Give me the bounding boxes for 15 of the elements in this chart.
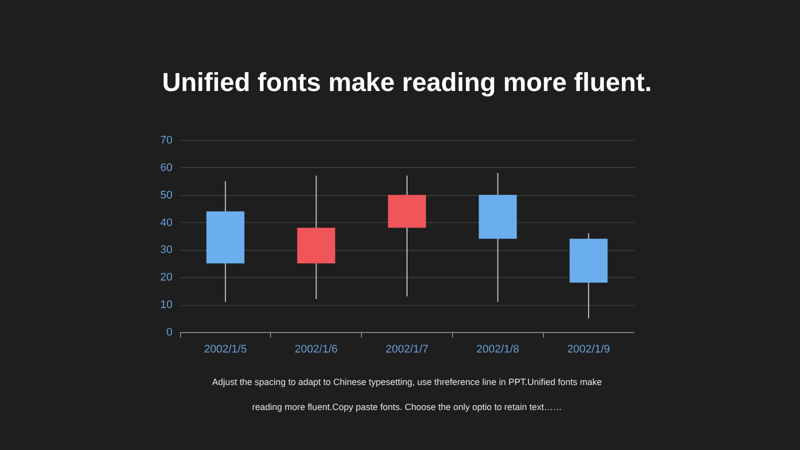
x-tick-label: 2002/1/7 bbox=[386, 344, 428, 356]
y-tick-label: 40 bbox=[160, 216, 172, 229]
y-tick-label: 0 bbox=[166, 326, 172, 338]
x-tick-label: 2002/1/6 bbox=[294, 344, 338, 356]
x-tick-label: 2002/1/5 bbox=[204, 344, 247, 356]
chart-title: Unified fonts make reading more fluent. bbox=[162, 67, 652, 97]
y-tick-label: 60 bbox=[160, 162, 172, 174]
y-tick-label: 50 bbox=[160, 189, 172, 202]
text: Adjust the spacing to adapt to Chinese typesetting, use threference line in PPT.Unified fonts make reading more fluent.Copy paste fonts. Choose the only optio to retain text…… bbox=[212, 377, 602, 412]
x-tick-label: 2002/1/9 bbox=[567, 344, 610, 356]
y-tick-label: 20 bbox=[160, 272, 172, 284]
y-tick-label: 70 bbox=[160, 134, 172, 146]
y-tick-label: 10 bbox=[160, 299, 172, 312]
y-tick-label: 30 bbox=[160, 244, 172, 256]
x-tick-label: 2002/1/8 bbox=[476, 344, 520, 356]
